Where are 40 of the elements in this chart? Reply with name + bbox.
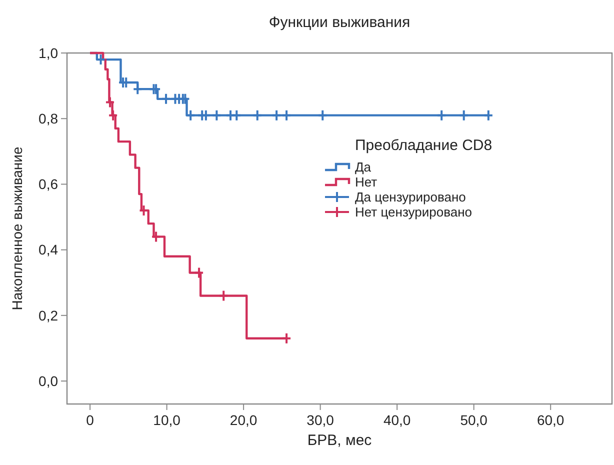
legend-label: Да цензурировано [355, 190, 466, 205]
point [212, 109, 222, 122]
point [151, 230, 162, 243]
y-tick-label: 0,2 [38, 307, 58, 324]
point [186, 109, 196, 122]
legend-label: Нет [355, 174, 378, 190]
x-tick-label: 10,0 [153, 412, 181, 428]
point [282, 109, 292, 122]
point [252, 109, 262, 122]
x-tick-label: 40,0 [383, 412, 411, 428]
y-tick-label: 0,0 [38, 372, 58, 389]
point [180, 92, 190, 105]
legend-label: Да [355, 160, 372, 175]
y-tick-label: 0,4 [38, 242, 58, 258]
point [104, 96, 115, 108]
point [218, 290, 229, 302]
point [108, 109, 118, 122]
point [132, 83, 143, 96]
point [318, 109, 328, 122]
point [194, 266, 204, 279]
point [436, 109, 447, 122]
x-tick-label: 0 [86, 412, 94, 428]
point [458, 109, 469, 122]
y-tick-label: 0,8 [38, 110, 58, 127]
x-tick-label: 20,0 [230, 412, 258, 428]
point [161, 92, 172, 105]
legend-label: Нет цензурировано [355, 204, 472, 220]
chart-title: Функции выживания [268, 14, 410, 31]
point [226, 109, 236, 122]
y-tick-label: 1,0 [38, 44, 58, 61]
point [272, 109, 282, 122]
legend-title: Преобладание CD8 [355, 137, 492, 154]
point [232, 109, 242, 122]
y-axis-title: Накопленное выживание [9, 146, 25, 310]
x-tick-label: 60,0 [536, 412, 564, 428]
x-axis-title: БРВ, мес [307, 432, 372, 449]
point [151, 83, 162, 96]
y-tick-label: 0,6 [38, 176, 58, 192]
x-tick-label: 30,0 [306, 412, 334, 428]
x-tick-label: 50,0 [460, 412, 488, 428]
